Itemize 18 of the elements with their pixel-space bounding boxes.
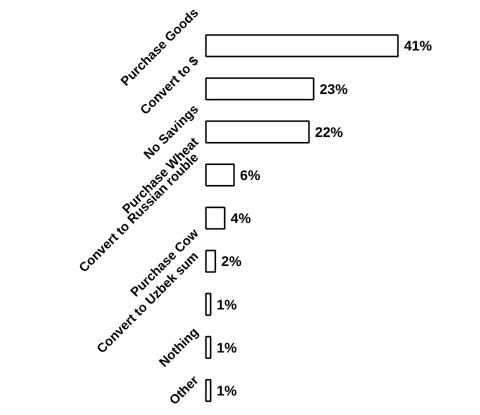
bar [205,378,212,402]
bar [205,34,399,58]
data-label: 41% [404,38,433,54]
data-label: 1% [216,296,238,312]
data-label: 2% [221,253,242,270]
data-label: 1% [216,382,238,399]
data-label: 4% [230,210,252,226]
bar [205,250,216,273]
bar [205,164,235,187]
data-label: 23% [320,80,348,97]
bar [205,292,212,316]
bar [205,336,212,359]
bar [205,77,314,100]
bar [205,120,310,144]
bar [205,206,226,230]
data-label: 1% [216,339,238,356]
data-label: 22% [314,124,344,140]
data-label: 6% [240,167,261,184]
